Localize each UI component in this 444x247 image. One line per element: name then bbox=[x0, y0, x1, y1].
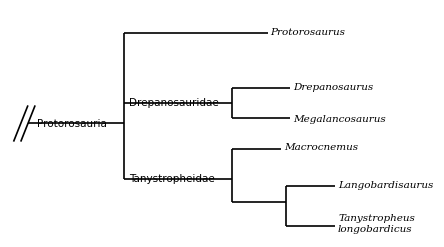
Text: Protorosaurus: Protorosaurus bbox=[270, 28, 345, 38]
Text: Drepanosauridae: Drepanosauridae bbox=[129, 98, 218, 108]
Text: Tanystropheidae: Tanystropheidae bbox=[129, 174, 214, 184]
Text: Drepanosaurus: Drepanosaurus bbox=[293, 83, 373, 92]
Text: Protorosauria: Protorosauria bbox=[37, 119, 107, 128]
Text: Macrocnemus: Macrocnemus bbox=[284, 143, 358, 152]
Text: Megalancosaurus: Megalancosaurus bbox=[293, 115, 386, 124]
Text: Langobardisaurus: Langobardisaurus bbox=[338, 181, 433, 190]
Text: Tanystropheus
longobardicus: Tanystropheus longobardicus bbox=[338, 214, 415, 234]
